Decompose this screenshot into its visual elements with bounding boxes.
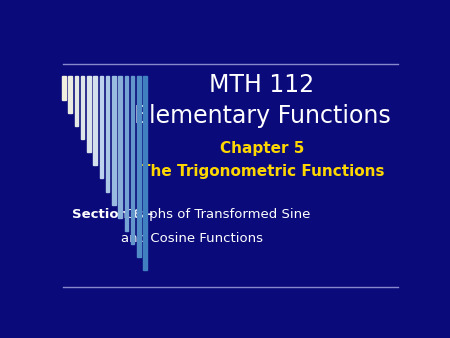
Bar xyxy=(87,76,90,152)
Bar xyxy=(125,76,128,231)
Text: Graphs of Transformed Sine: Graphs of Transformed Sine xyxy=(121,209,310,221)
Text: MTH 112: MTH 112 xyxy=(209,73,315,97)
Bar xyxy=(68,76,72,114)
Bar xyxy=(137,76,141,257)
Bar xyxy=(81,76,85,140)
Bar xyxy=(118,76,122,218)
Text: Elementary Functions: Elementary Functions xyxy=(134,104,391,128)
Bar xyxy=(94,76,97,166)
Bar xyxy=(106,76,109,192)
Bar xyxy=(62,76,66,100)
Bar xyxy=(75,76,78,126)
Text: Section 6 –: Section 6 – xyxy=(72,209,153,221)
Bar xyxy=(144,76,147,270)
Bar xyxy=(100,76,103,178)
Text: and Cosine Functions: and Cosine Functions xyxy=(121,232,263,245)
Text: Chapter 5: Chapter 5 xyxy=(220,141,304,156)
Bar xyxy=(112,76,116,204)
Bar xyxy=(131,76,135,244)
Text: The Trigonometric Functions: The Trigonometric Functions xyxy=(140,164,384,179)
